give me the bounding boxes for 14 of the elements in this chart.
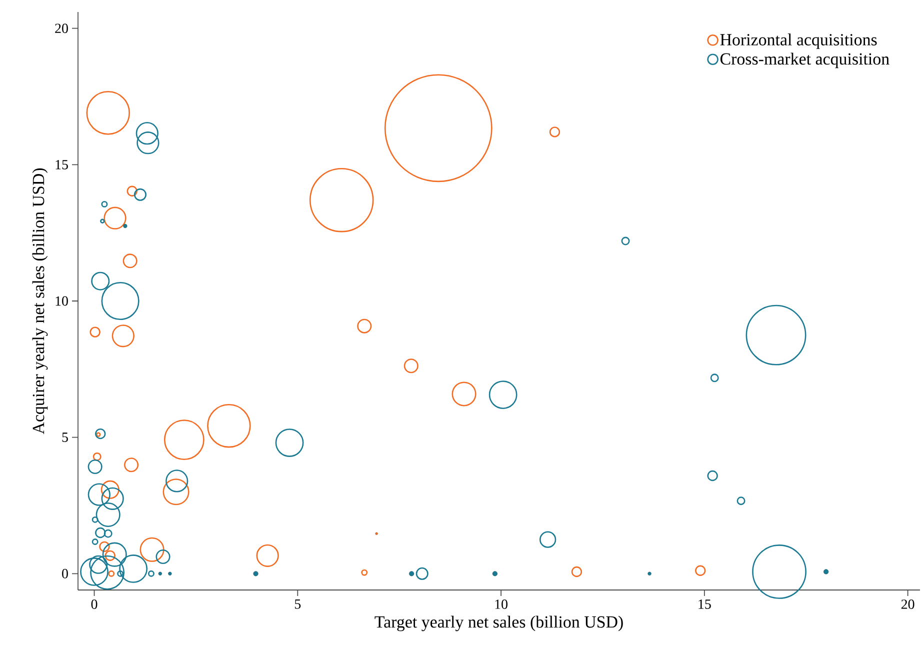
x-tick-label: 10 xyxy=(495,600,508,609)
legend-label: Cross-market acquisition xyxy=(720,52,890,68)
x-tick-label: 20 xyxy=(901,600,914,609)
x-tick-label: 15 xyxy=(698,600,711,609)
y-tick-label: 5 xyxy=(62,432,68,442)
x-tick-label: 5 xyxy=(294,600,301,609)
y-tick-label: 0 xyxy=(62,568,68,578)
y-axis-title: Acquirer yearly net sales (billion USD) xyxy=(32,168,48,434)
y-tick-label: 15 xyxy=(56,160,68,170)
y-tick-label: 20 xyxy=(55,24,68,34)
x-axis-title: Target yearly net sales (billion USD) xyxy=(374,616,623,632)
y-tick-label: 10 xyxy=(56,296,68,306)
legend-label: Horizontal acquisitions xyxy=(720,34,877,49)
x-tick-label: 0 xyxy=(91,600,98,609)
